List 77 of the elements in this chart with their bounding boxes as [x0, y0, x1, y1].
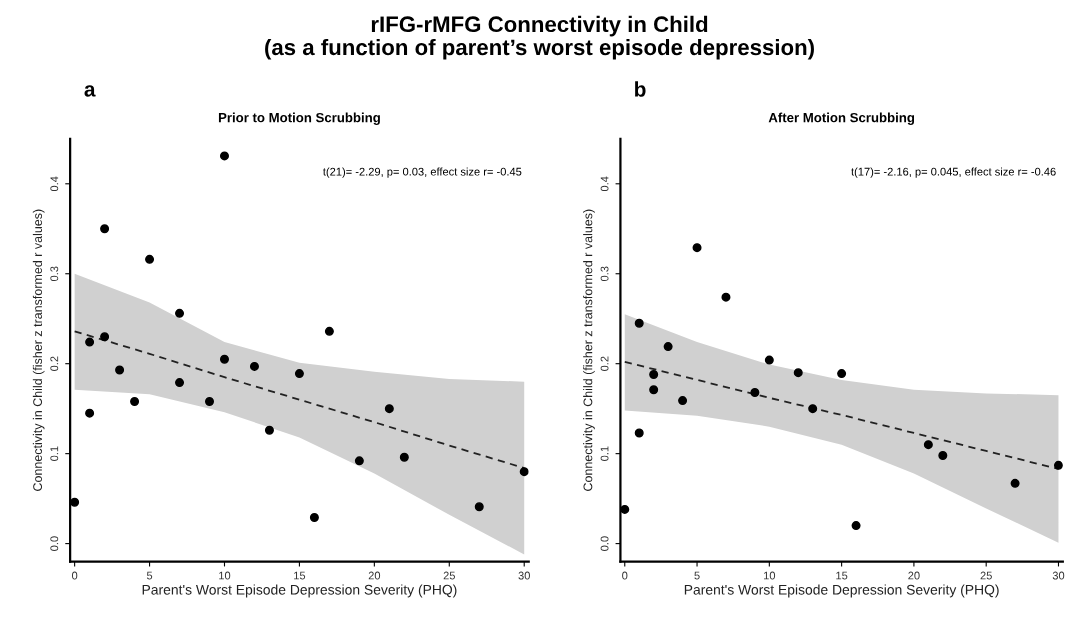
y-tick-label: 0.4	[600, 176, 609, 192]
x-tick-label: 30	[1052, 571, 1065, 580]
annotation: t(17)= -2.16, p= 0.045, effect size r= -0.46	[851, 167, 1056, 178]
point	[1053, 460, 1063, 470]
y-tick-label: 0.0	[50, 536, 59, 551]
point	[354, 456, 364, 466]
y-tick-label: 0.3	[600, 266, 609, 282]
point	[324, 326, 334, 336]
point	[100, 224, 110, 234]
point	[85, 408, 95, 418]
text: b	[635, 81, 646, 97]
chart-subtitle: After Motion Scrubbing	[768, 112, 915, 125]
point	[938, 450, 948, 460]
point	[692, 243, 702, 253]
point	[634, 428, 644, 438]
x-tick-label: 25	[443, 571, 455, 580]
point	[634, 318, 644, 328]
point	[294, 369, 304, 379]
point	[793, 368, 803, 378]
y-tick-label: 0.2	[50, 356, 59, 371]
x-tick-label: 10	[764, 571, 776, 580]
point	[721, 292, 731, 302]
x-tick-label: 25	[980, 571, 992, 580]
point	[249, 361, 259, 371]
point	[205, 396, 215, 406]
point	[678, 396, 688, 406]
chart-subtitle: Prior to Motion Scrubbing	[218, 112, 380, 125]
x-tick-label: 15	[294, 571, 306, 580]
point	[100, 332, 110, 342]
point	[175, 308, 185, 318]
point	[70, 497, 80, 507]
annotation: t(21)= -2.29, p= 0.03, effect size r= -0.45	[323, 167, 522, 178]
point	[1010, 478, 1020, 488]
x-tick-label: 20	[368, 571, 381, 580]
chart-title: rIFG-rMFG Connectivity in Child (as a function of parent’s worst episode depression)	[265, 15, 814, 60]
point	[851, 521, 861, 531]
point	[219, 151, 229, 161]
point	[519, 467, 529, 477]
point	[923, 440, 933, 450]
point	[219, 354, 229, 364]
x-tick-label: 0	[71, 571, 78, 580]
point	[264, 425, 274, 435]
point	[620, 504, 630, 514]
y-axis-title: Connectivity in Child (fisher z transformed r values)	[32, 209, 45, 491]
point	[764, 355, 774, 365]
x-tick-label: 5	[146, 571, 153, 580]
x-axis-title: Parent's Worst Episode Depression Severity (PHQ)	[684, 584, 999, 598]
y-tick-label: 0.2	[600, 356, 609, 371]
point	[649, 385, 659, 395]
x-tick-label: 30	[518, 571, 530, 580]
y-tick-label: 0.0	[600, 536, 609, 551]
x-axis-title: Parent's Worst Episode Depression Severity (PHQ)	[142, 584, 457, 598]
y-tick-label: 0.3	[50, 266, 59, 282]
point	[399, 452, 409, 462]
y-tick-label: 0.4	[50, 176, 59, 192]
point	[750, 387, 760, 397]
point	[130, 396, 140, 406]
point	[115, 365, 125, 375]
x-tick-label: 20	[908, 571, 920, 580]
x-tick-label: 10	[219, 571, 231, 580]
text: a	[84, 85, 96, 97]
y-tick-label: 0.1	[600, 446, 609, 461]
point	[808, 404, 818, 414]
point	[85, 337, 95, 347]
point	[474, 502, 484, 512]
point	[837, 369, 847, 379]
x-tick-label: 15	[836, 571, 848, 580]
x-tick-label: 5	[694, 571, 700, 580]
point	[145, 254, 155, 264]
point	[663, 342, 673, 352]
x-tick-label: 0	[622, 571, 628, 580]
point	[649, 369, 659, 379]
point	[384, 404, 394, 414]
point	[175, 378, 185, 388]
y-axis-title: Connectivity in Child (fisher z transformed r values)	[583, 209, 595, 491]
point	[309, 513, 319, 523]
y-tick-label: 0.1	[50, 446, 59, 461]
